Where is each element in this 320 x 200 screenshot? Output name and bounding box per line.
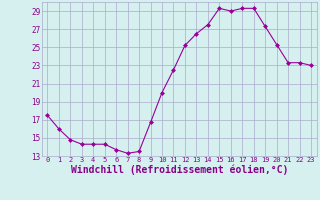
X-axis label: Windchill (Refroidissement éolien,°C): Windchill (Refroidissement éolien,°C) (70, 165, 288, 175)
